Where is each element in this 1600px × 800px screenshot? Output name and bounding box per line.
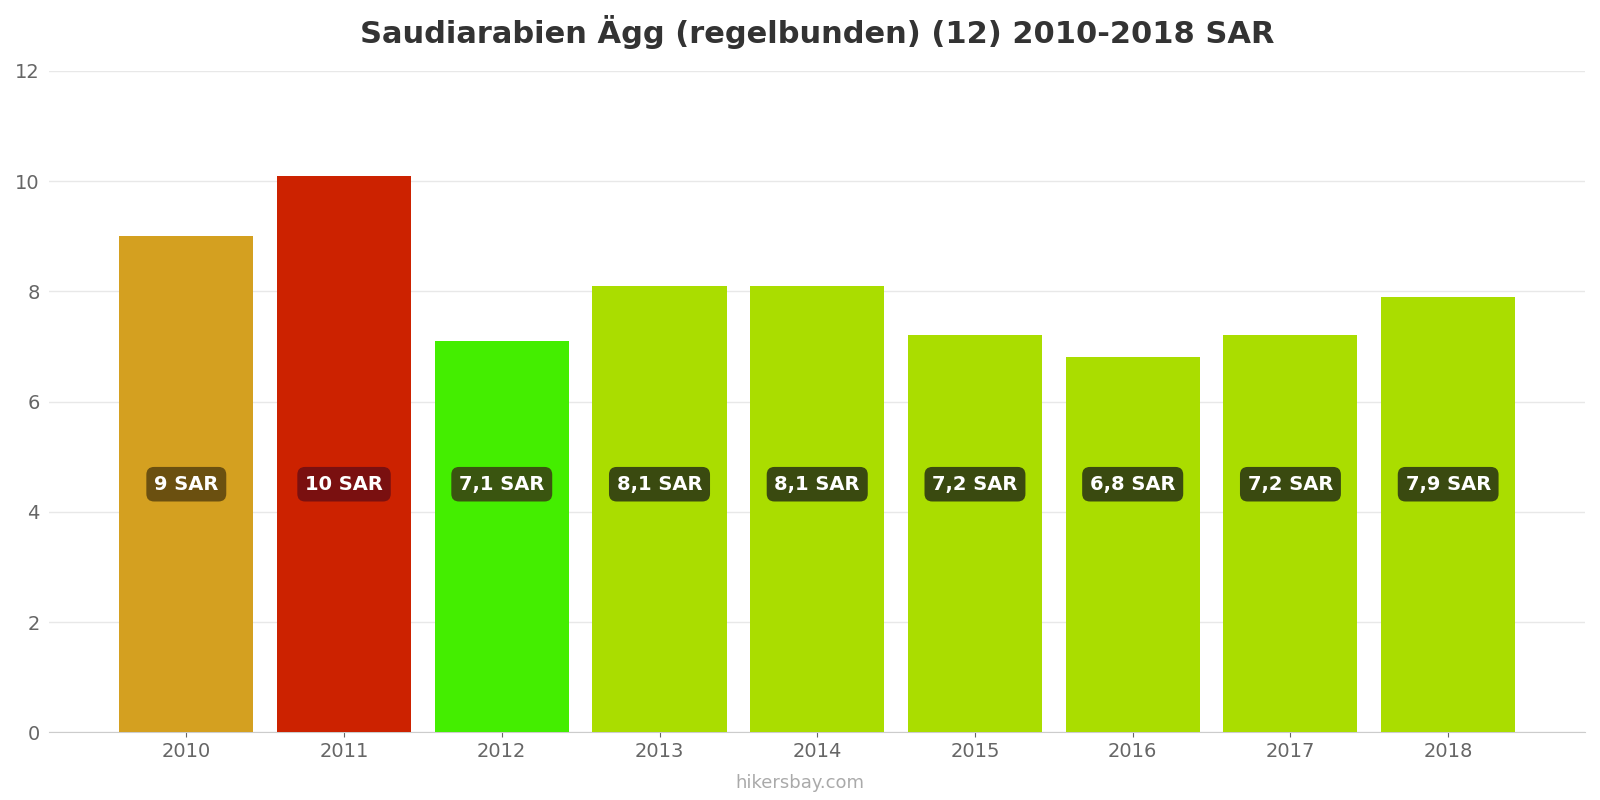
Text: 8,1 SAR: 8,1 SAR	[774, 474, 859, 494]
Text: 10 SAR: 10 SAR	[306, 474, 382, 494]
Text: 8,1 SAR: 8,1 SAR	[616, 474, 702, 494]
Text: 7,9 SAR: 7,9 SAR	[1405, 474, 1491, 494]
Bar	[907, 335, 1042, 732]
Text: 6,8 SAR: 6,8 SAR	[1090, 474, 1176, 494]
Text: 7,2 SAR: 7,2 SAR	[1248, 474, 1333, 494]
Bar	[435, 341, 570, 732]
Bar	[1224, 335, 1357, 732]
Text: 7,1 SAR: 7,1 SAR	[459, 474, 544, 494]
Text: 7,2 SAR: 7,2 SAR	[933, 474, 1018, 494]
Bar	[1381, 297, 1515, 732]
Bar	[750, 286, 885, 732]
Bar	[277, 175, 411, 732]
Bar	[1066, 358, 1200, 732]
Bar	[120, 236, 253, 732]
Text: hikersbay.com: hikersbay.com	[736, 774, 864, 792]
Bar	[592, 286, 726, 732]
Title: Saudiarabien Ägg (regelbunden) (12) 2010-2018 SAR: Saudiarabien Ägg (regelbunden) (12) 2010…	[360, 15, 1275, 49]
Text: 9 SAR: 9 SAR	[154, 474, 219, 494]
